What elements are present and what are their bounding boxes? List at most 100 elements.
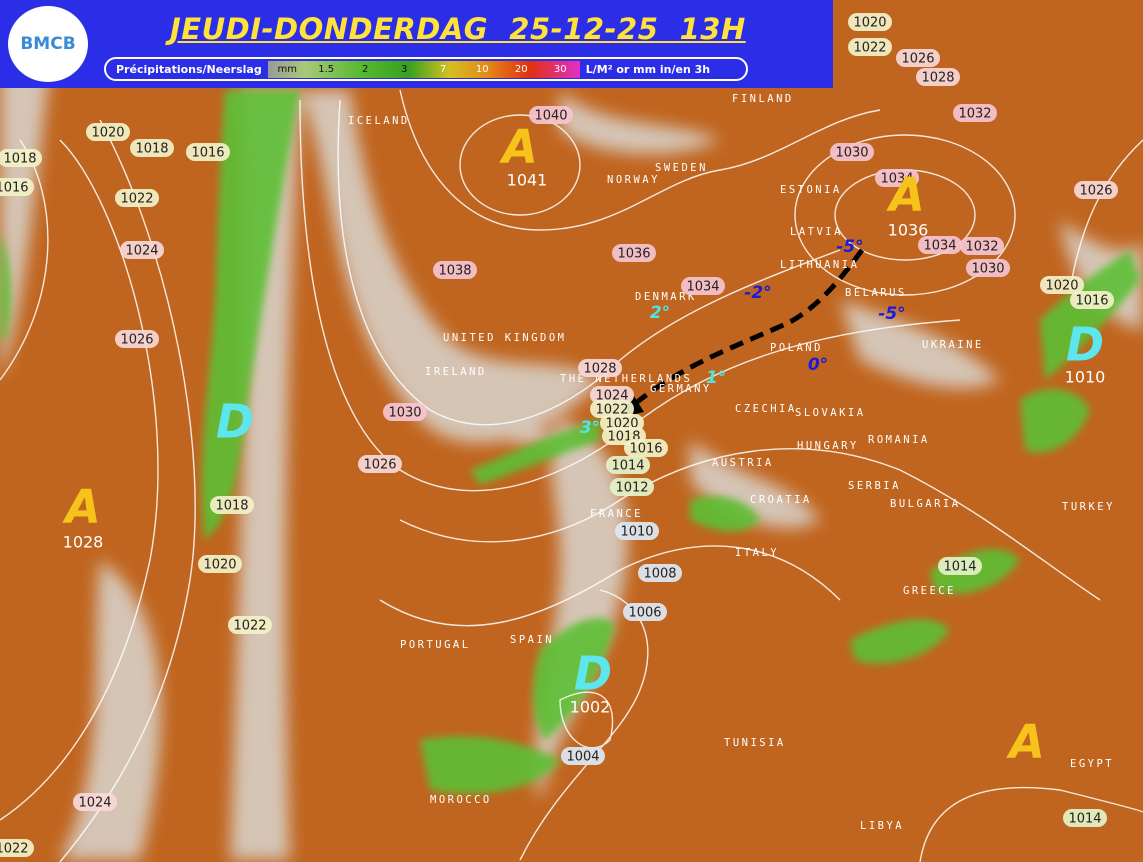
isobar-pill xyxy=(115,330,159,348)
temperature-label: 3° xyxy=(580,418,600,438)
legend-step: 7 xyxy=(440,63,447,75)
isobar-pill xyxy=(561,747,605,765)
isobar-pill xyxy=(916,68,960,86)
legend-label: Précipitations/Neerslag xyxy=(116,62,262,76)
isobar-pill xyxy=(960,237,1004,255)
temperature-label: 1° xyxy=(706,368,726,388)
isobar-label: 1040 xyxy=(534,109,567,124)
pressure-center-value: 1010 xyxy=(1065,368,1106,387)
legend-step: 10 xyxy=(475,63,489,75)
isobar-pill xyxy=(358,455,402,473)
isobar-label: 1032 xyxy=(965,240,998,255)
isobar-pill xyxy=(875,169,919,187)
isobar-label: 1026 xyxy=(120,333,153,348)
isobar-label: 1018 xyxy=(3,152,36,167)
isobar-pill xyxy=(578,359,622,377)
pressure-center-letter: D xyxy=(216,395,254,449)
isobar-pill xyxy=(1040,276,1084,294)
country-label: FRANCE xyxy=(590,508,643,520)
country-label: ICELAND xyxy=(348,115,410,127)
country-label: UNITED KINGDOM xyxy=(443,332,567,344)
isobar-pill xyxy=(896,49,940,67)
country-label: NORWAY xyxy=(607,174,660,186)
isobar-pill xyxy=(830,143,874,161)
country-label: CROATIA xyxy=(750,494,812,506)
isobar-label: 1034 xyxy=(880,172,913,187)
isobar-pill xyxy=(383,403,427,421)
pressure-center-letter: D xyxy=(1066,318,1104,372)
isobar-label: 1016 xyxy=(629,442,662,457)
isobar-label: 1014 xyxy=(1068,812,1101,827)
country-label: LITHUANIA xyxy=(780,259,859,271)
isobar-pill xyxy=(612,244,656,262)
title: JEUDI-DONDERDAG 25-12-25 13H xyxy=(170,12,746,46)
isobar-label: 1034 xyxy=(923,239,956,254)
isobar-pill xyxy=(0,149,42,167)
isobar-pill xyxy=(615,522,659,540)
isobar-label: 1024 xyxy=(78,796,111,811)
isobar-label: 1030 xyxy=(388,406,421,421)
isobar-pill xyxy=(115,189,159,207)
country-label: MOROCCO xyxy=(430,794,492,806)
temperature-label: -2° xyxy=(744,283,771,303)
isobar-label: 1014 xyxy=(943,560,976,575)
isobar-pill xyxy=(433,261,477,279)
isobar-pill xyxy=(610,478,654,496)
country-label: HUNGARY xyxy=(797,440,859,452)
isobar-label: 1010 xyxy=(620,525,653,540)
isobar-pill xyxy=(590,386,634,404)
pressure-center-letter: A xyxy=(1006,715,1045,769)
isobar-pill xyxy=(606,456,650,474)
country-label: PORTUGAL xyxy=(400,639,471,651)
country-label: ESTONIA xyxy=(780,184,842,196)
country-label: UKRAINE xyxy=(922,339,984,351)
pressure-center-letter: A xyxy=(499,120,538,174)
isobar-label: 1020 xyxy=(853,16,886,31)
isobar-pill xyxy=(848,38,892,56)
isobar-label: 1012 xyxy=(615,481,648,496)
isobar-pill xyxy=(590,400,634,418)
isobar-label: 1034 xyxy=(686,280,719,295)
country-label: SERBIA xyxy=(848,480,901,492)
legend-step: 2 xyxy=(362,63,369,75)
isobar-label: 1036 xyxy=(617,247,650,262)
isobar-pill xyxy=(966,259,1010,277)
country-label: ROMANIA xyxy=(868,434,930,446)
isobar-label: 1032 xyxy=(958,107,991,122)
isobar-label: 1020 xyxy=(91,126,124,141)
isobar-label: 1026 xyxy=(901,52,934,67)
isobar-pill xyxy=(130,139,174,157)
isobar-pill xyxy=(623,603,667,621)
country-label: BELARUS xyxy=(845,287,907,299)
country-label: FINLAND xyxy=(732,93,794,105)
isobar-pill xyxy=(848,13,892,31)
isobar-label: 1022 xyxy=(233,619,266,634)
isobar-label: 1022 xyxy=(0,842,29,857)
isobar-label: 1018 xyxy=(135,142,168,157)
header: BMCB JEUDI-DONDERDAG 25-12-25 13H Précip… xyxy=(0,0,833,88)
country-label: SLOVAKIA xyxy=(795,407,866,419)
isobar-label: 1016 xyxy=(0,181,29,196)
temperature-label: 0° xyxy=(808,355,828,375)
isobar-pill xyxy=(120,241,164,259)
isobars xyxy=(0,89,1143,862)
isobar-label: 1022 xyxy=(120,192,153,207)
isobar-pill xyxy=(1074,181,1118,199)
precipitation-legend: Précipitations/Neerslag mm 1.5 2 3 7 10 20 30 … xyxy=(104,57,748,81)
country-label: POLAND xyxy=(770,342,823,354)
country-label: GREECE xyxy=(903,585,956,597)
isobar-label: 1026 xyxy=(1079,184,1112,199)
isobar-pill xyxy=(1063,809,1107,827)
isobar-label: 1022 xyxy=(595,403,628,418)
pressure-center-letter: A xyxy=(886,168,925,222)
isobar-label: 1026 xyxy=(363,458,396,473)
isobar-label: 1030 xyxy=(835,146,868,161)
isobar-label: 1014 xyxy=(611,459,644,474)
isobar-label: 1006 xyxy=(628,606,661,621)
pressure-center-value: 1002 xyxy=(570,698,611,717)
country-label: AUSTRIA xyxy=(712,457,774,469)
isobar-label: 1024 xyxy=(595,389,628,404)
isobar-label: 1016 xyxy=(1075,294,1108,309)
country-label: CZECHIA xyxy=(735,403,797,415)
